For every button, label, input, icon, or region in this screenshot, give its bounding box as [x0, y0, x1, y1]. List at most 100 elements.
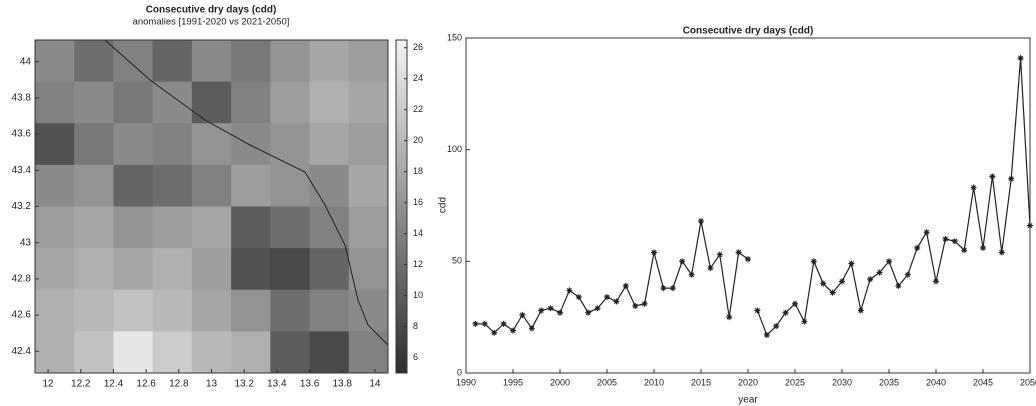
heatmap-cell — [309, 248, 350, 291]
heatmap-cell — [191, 81, 232, 124]
x-tick-label: 2005 — [597, 377, 617, 387]
map-subtitle: anomalies [1991-2020 vs 2021-2050] — [133, 17, 290, 28]
x-tick-label: 13.4 — [267, 379, 287, 390]
colorbar-tick-label: 8 — [413, 321, 418, 331]
colorbar-tick-label: 12 — [413, 259, 423, 269]
data-marker — [970, 184, 977, 191]
heatmap-cell — [152, 81, 193, 124]
data-marker — [585, 309, 592, 316]
data-marker — [510, 327, 516, 334]
data-marker — [801, 318, 808, 325]
data-marker — [895, 282, 902, 289]
heatmap-cell — [152, 40, 193, 83]
y-tick-label: 42.4 — [12, 346, 32, 357]
x-tick-label: 1995 — [503, 377, 523, 387]
x-tick-label: 1990 — [456, 377, 476, 387]
x-tick-label: 12.2 — [71, 379, 91, 390]
colorbar-tick-label: 14 — [413, 228, 423, 238]
data-marker — [980, 244, 986, 251]
heatmap-cell — [191, 206, 232, 249]
data-marker — [735, 249, 742, 256]
heatmap-cell — [231, 206, 271, 249]
colorbar-tick-label: 10 — [413, 290, 423, 300]
data-marker — [538, 307, 545, 314]
x-tick-label: 14 — [369, 379, 381, 390]
x-tick-label: 2000 — [550, 377, 570, 387]
data-marker — [848, 260, 855, 267]
data-marker — [942, 236, 949, 242]
heatmap-cell — [348, 81, 388, 124]
x-tick-label: 2030 — [832, 377, 852, 387]
x-tick-label: 12 — [43, 379, 55, 390]
colorbar-tick-label: 26 — [413, 42, 423, 52]
data-marker — [810, 258, 817, 265]
heatmap-cell — [74, 81, 114, 124]
heatmap-cell — [74, 164, 114, 207]
y-tick-label: 50 — [452, 256, 462, 266]
x-tick-label: 2050 — [1020, 377, 1036, 387]
heatmap-cell — [152, 164, 193, 207]
data-marker — [820, 280, 827, 287]
heatmap-cell — [270, 331, 311, 373]
y-tick-label: 43.8 — [12, 93, 32, 104]
data-marker — [500, 320, 507, 327]
data-marker — [613, 298, 620, 305]
y-tick-label: 43.4 — [12, 165, 32, 176]
heatmap-cell — [74, 206, 114, 249]
heatmap-cell — [231, 164, 271, 207]
data-marker — [989, 173, 996, 180]
data-line — [756, 58, 1031, 337]
coastline — [104, 40, 388, 346]
heatmap-cell — [191, 331, 232, 373]
heatmap-cell — [35, 164, 75, 207]
data-marker — [1027, 222, 1033, 229]
heatmap-cell — [113, 123, 154, 166]
map-title: Consecutive dry days (cdd) — [146, 5, 277, 16]
heatmap-cell — [74, 331, 114, 373]
data-marker — [933, 278, 939, 285]
data-marker — [951, 238, 958, 245]
data-marker — [594, 305, 601, 312]
x-tick-label: 2015 — [691, 377, 711, 387]
heatmap-cell — [35, 206, 75, 249]
heatmap-cell — [35, 248, 75, 291]
heatmap-cell — [309, 331, 350, 373]
data-marker — [961, 247, 968, 254]
heatmap-cell — [231, 81, 271, 124]
heatmap-cell — [35, 81, 75, 124]
data-marker — [528, 325, 535, 332]
y-tick-label: 43.6 — [12, 129, 32, 140]
colorbar-tick-label: 6 — [413, 352, 418, 362]
heatmap-cell — [270, 164, 311, 207]
x-tick-label: 13.8 — [333, 379, 353, 390]
x-tick-label: 12.6 — [136, 379, 156, 390]
heatmap-cell — [309, 81, 350, 124]
heatmap-cell — [152, 331, 193, 373]
y-tick-label: 43 — [20, 237, 32, 248]
heatmap-cell — [113, 40, 154, 83]
heatmap-cell — [270, 81, 311, 124]
heatmap-cell — [113, 289, 154, 332]
data-marker — [575, 294, 582, 301]
data-marker — [716, 251, 723, 258]
data-marker — [792, 300, 798, 307]
heatmap-cell — [35, 289, 75, 332]
heatmap-cell — [113, 81, 154, 124]
heatmap-cell — [231, 123, 271, 166]
heatmap-cell — [309, 164, 350, 207]
x-tick-label: 12.8 — [169, 379, 189, 390]
data-marker — [904, 271, 911, 278]
data-marker — [622, 282, 629, 289]
y-tick-label: 150 — [447, 32, 462, 42]
heatmap-cell — [231, 40, 271, 83]
heatmap-cell — [113, 331, 154, 373]
data-marker — [754, 307, 761, 314]
heatmap-cell — [270, 289, 311, 332]
data-marker — [857, 307, 864, 314]
heatmap-cell — [113, 206, 154, 249]
heatmap-cell — [348, 40, 388, 83]
data-marker — [782, 309, 789, 316]
line-title: Consecutive dry days (cdd) — [683, 26, 814, 37]
data-marker — [651, 249, 657, 256]
